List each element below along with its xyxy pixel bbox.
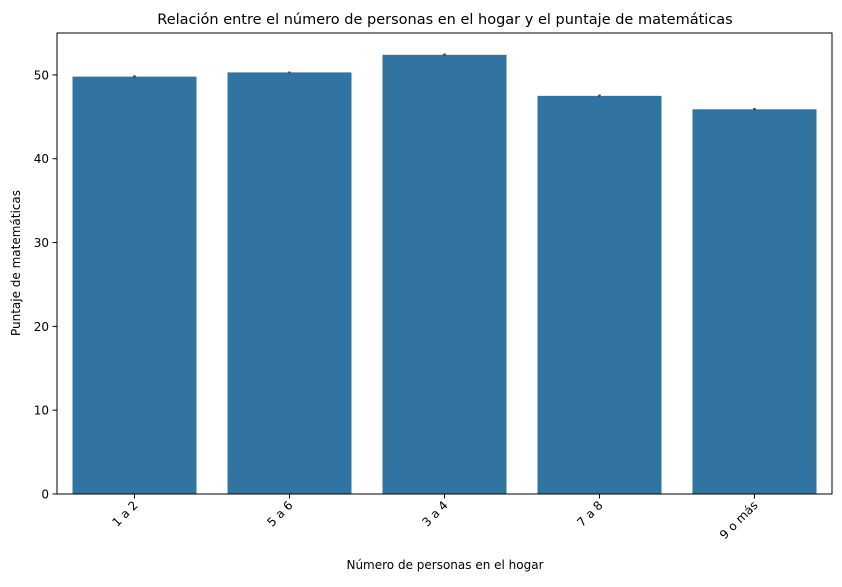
y-tick-label: 50	[34, 68, 49, 82]
bar	[537, 95, 662, 495]
x-tick-label: 5 a 6	[264, 498, 295, 529]
y-tick-label: 0	[41, 488, 49, 502]
y-tick-label: 30	[34, 236, 49, 250]
x-tick-label: 7 a 8	[574, 498, 605, 529]
bar	[227, 72, 352, 494]
bar	[692, 109, 817, 495]
y-axis: 0 10 20 30 40 50	[34, 68, 57, 502]
y-axis-label: Puntaje de matemáticas	[9, 190, 23, 336]
plot-frame	[56, 32, 833, 495]
y-tick-label: 40	[34, 152, 49, 166]
y-tick-label: 10	[34, 404, 49, 418]
x-tick-label: 3 a 4	[419, 498, 450, 529]
chart-title: Relación entre el número de personas en …	[157, 12, 732, 28]
y-tick-label: 20	[34, 320, 49, 334]
x-tick-label: 9 o más	[717, 498, 761, 542]
x-axis: 1 a 2 5 a 6 3 a 4 7 a 8 9 o más	[109, 494, 761, 542]
bars-group	[72, 53, 817, 495]
bar	[382, 54, 507, 494]
x-axis-label: Número de personas en el hogar	[346, 558, 543, 572]
x-tick-label: 1 a 2	[109, 498, 140, 529]
bar	[72, 76, 197, 494]
